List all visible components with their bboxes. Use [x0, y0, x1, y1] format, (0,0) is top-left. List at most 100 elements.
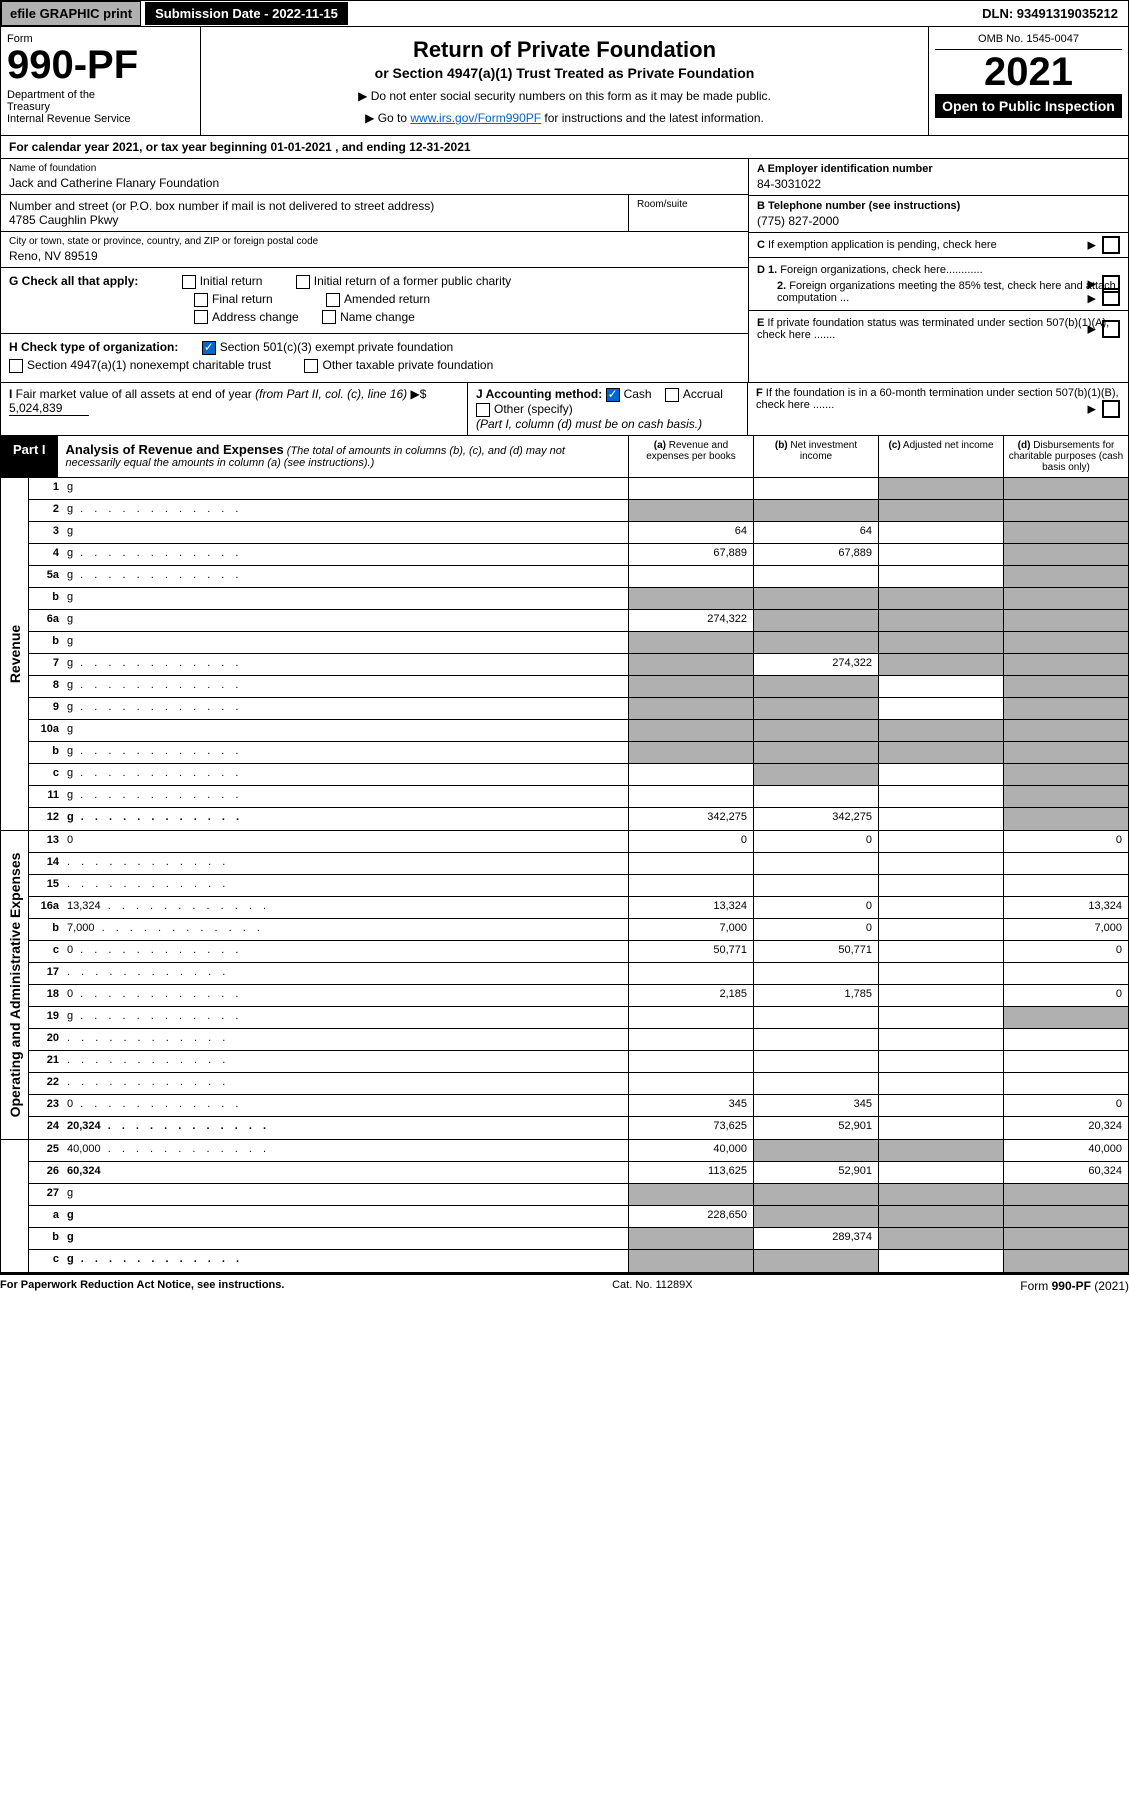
amount-col-b: 0 — [753, 897, 878, 918]
irs-link[interactable]: www.irs.gov/Form990PF — [410, 111, 541, 125]
address: 4785 Caughlin Pkwy — [9, 213, 620, 227]
line-number: 10a — [29, 720, 63, 741]
address-label: Number and street (or P.O. box number if… — [9, 199, 620, 213]
line-desc: g — [63, 808, 628, 830]
table-row: bg — [29, 632, 1128, 654]
d2-checkbox[interactable] — [1102, 288, 1120, 306]
omb-number: OMB No. 1545-0047 — [935, 33, 1122, 50]
form-header: Form 990-PF Department of theTreasuryInt… — [0, 27, 1129, 136]
line-desc — [63, 875, 628, 896]
line-number: b — [29, 919, 63, 940]
amount-col-b — [753, 500, 878, 521]
amount-col-a — [628, 786, 753, 807]
line-number: b — [29, 742, 63, 763]
accrual-checkbox[interactable] — [665, 388, 679, 402]
amount-col-a — [628, 588, 753, 609]
amount-col-a: 342,275 — [628, 808, 753, 830]
f-checkbox[interactable] — [1102, 400, 1120, 418]
cash-checkbox[interactable] — [606, 388, 620, 402]
amount-col-a — [628, 632, 753, 653]
amount-col-b — [753, 720, 878, 741]
amount-col-c — [878, 1228, 1003, 1249]
amended-return-checkbox[interactable] — [326, 293, 340, 307]
line-desc: g — [63, 1007, 628, 1028]
amount-col-c — [878, 1184, 1003, 1205]
room-label: Room/suite — [628, 195, 748, 231]
final-return-checkbox[interactable] — [194, 293, 208, 307]
amount-col-d: 0 — [1003, 831, 1128, 852]
amount-col-d — [1003, 853, 1128, 874]
line-desc: g — [63, 478, 628, 499]
line-number: 21 — [29, 1051, 63, 1072]
amount-col-b — [753, 698, 878, 719]
amount-col-c — [878, 1117, 1003, 1139]
amount-col-d — [1003, 610, 1128, 631]
amount-col-b — [753, 786, 878, 807]
amount-col-d: 13,324 — [1003, 897, 1128, 918]
amount-col-c — [878, 764, 1003, 785]
line-desc: g — [63, 764, 628, 785]
line-number: 26 — [29, 1162, 63, 1183]
amount-col-c — [878, 632, 1003, 653]
form-footer: Form 990-PF (2021) — [1020, 1279, 1129, 1293]
fmv-value: 5,024,839 — [9, 401, 89, 416]
section-c: C If exemption application is pending, c… — [749, 233, 1128, 258]
table-row: 3g6464 — [29, 522, 1128, 544]
name-change-checkbox[interactable] — [322, 310, 336, 324]
line-number: 8 — [29, 676, 63, 697]
amount-col-d — [1003, 720, 1128, 741]
amount-col-c — [878, 676, 1003, 697]
line-number: 5a — [29, 566, 63, 587]
amount-col-c — [878, 500, 1003, 521]
section-h: H Check type of organization: Section 50… — [1, 334, 748, 382]
dln: DLN: 93491319035212 — [972, 2, 1128, 25]
line-number: c — [29, 941, 63, 962]
table-row: 8g — [29, 676, 1128, 698]
amount-col-c — [878, 875, 1003, 896]
table-row: 27g — [29, 1184, 1128, 1206]
4947-checkbox[interactable] — [9, 359, 23, 373]
amount-col-a — [628, 764, 753, 785]
other-taxable-checkbox[interactable] — [304, 359, 318, 373]
amount-col-a — [628, 1007, 753, 1028]
amount-col-b — [753, 875, 878, 896]
amount-col-b — [753, 588, 878, 609]
line-desc: g — [63, 500, 628, 521]
line-desc: g — [63, 632, 628, 653]
line-number: 22 — [29, 1073, 63, 1094]
revenue-label: Revenue — [7, 625, 23, 683]
line-number: b — [29, 632, 63, 653]
part1-label: Part I — [1, 436, 58, 477]
amount-col-a: 40,000 — [628, 1140, 753, 1161]
city: Reno, NV 89519 — [9, 249, 740, 263]
501c3-checkbox[interactable] — [202, 341, 216, 355]
amount-col-d — [1003, 742, 1128, 763]
efile-print-button[interactable]: efile GRAPHIC print — [1, 1, 141, 26]
expenses-label: Operating and Administrative Expenses — [7, 852, 23, 1117]
amount-col-c — [878, 566, 1003, 587]
amount-col-a: 50,771 — [628, 941, 753, 962]
line-number: 27 — [29, 1184, 63, 1205]
amount-col-a: 113,625 — [628, 1162, 753, 1183]
other-method-checkbox[interactable] — [476, 403, 490, 417]
table-row: 2303453450 — [29, 1095, 1128, 1117]
line-number: c — [29, 1250, 63, 1272]
submission-date: Submission Date - 2022-11-15 — [145, 2, 348, 25]
amount-col-a: 7,000 — [628, 919, 753, 940]
initial-return-checkbox[interactable] — [182, 275, 196, 289]
line-number: 6a — [29, 610, 63, 631]
address-change-checkbox[interactable] — [194, 310, 208, 324]
amount-col-c — [878, 720, 1003, 741]
amount-col-b — [753, 1029, 878, 1050]
table-row: bg289,374 — [29, 1228, 1128, 1250]
form-subtitle: or Section 4947(a)(1) Trust Treated as P… — [211, 65, 918, 81]
c-checkbox[interactable] — [1102, 236, 1120, 254]
amount-col-c — [878, 897, 1003, 918]
former-charity-checkbox[interactable] — [296, 275, 310, 289]
line-desc — [63, 1029, 628, 1050]
e-checkbox[interactable] — [1102, 320, 1120, 338]
section-g: G Check all that apply: Initial return I… — [1, 268, 748, 334]
amount-col-a — [628, 478, 753, 499]
calendar-year: For calendar year 2021, or tax year begi… — [0, 136, 1129, 159]
line-number: 4 — [29, 544, 63, 565]
